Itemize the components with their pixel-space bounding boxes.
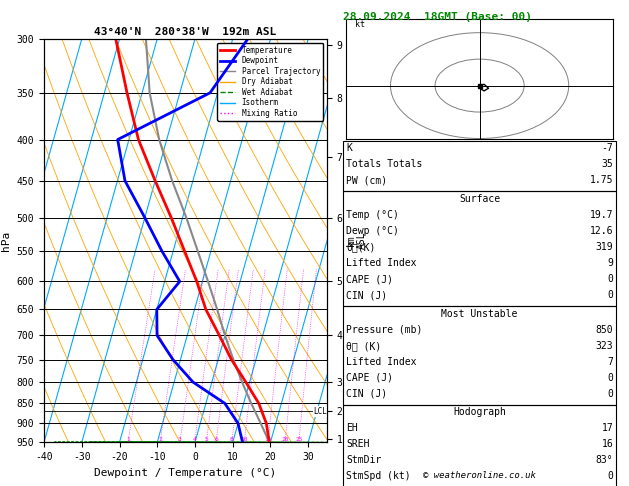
Text: 25: 25 (295, 437, 303, 442)
Text: 850: 850 (596, 325, 613, 335)
Text: EH: EH (346, 423, 358, 434)
Text: Dewp (°C): Dewp (°C) (346, 226, 399, 236)
Y-axis label: hPa: hPa (1, 230, 11, 251)
Text: SREH: SREH (346, 439, 369, 450)
Text: 3: 3 (178, 437, 182, 442)
Text: StmDir: StmDir (346, 455, 381, 466)
Text: LCL: LCL (313, 407, 327, 416)
Text: 0: 0 (608, 373, 613, 383)
Text: 16: 16 (601, 439, 613, 450)
Text: 323: 323 (596, 341, 613, 351)
Text: CAPE (J): CAPE (J) (346, 373, 393, 383)
Text: 0: 0 (608, 389, 613, 399)
Text: θᴄ (K): θᴄ (K) (346, 341, 381, 351)
Text: 17: 17 (601, 423, 613, 434)
Text: PW (cm): PW (cm) (346, 175, 387, 186)
Text: © weatheronline.co.uk: © weatheronline.co.uk (423, 471, 536, 480)
Text: 15: 15 (264, 437, 272, 442)
Text: 9: 9 (608, 258, 613, 268)
Text: Totals Totals: Totals Totals (346, 159, 422, 170)
Text: CIN (J): CIN (J) (346, 290, 387, 300)
Text: θᴄ(K): θᴄ(K) (346, 242, 376, 252)
Text: 20: 20 (281, 437, 289, 442)
Text: Hodograph: Hodograph (453, 407, 506, 417)
Text: 0: 0 (608, 274, 613, 284)
Text: 35: 35 (601, 159, 613, 170)
Text: 7: 7 (608, 357, 613, 367)
Text: kt: kt (355, 20, 365, 29)
Text: 4: 4 (192, 437, 196, 442)
Text: 1: 1 (126, 437, 130, 442)
Text: -7: -7 (601, 143, 613, 154)
Text: 1.75: 1.75 (590, 175, 613, 186)
Text: Lifted Index: Lifted Index (346, 258, 416, 268)
Text: CIN (J): CIN (J) (346, 389, 387, 399)
Text: StmSpd (kt): StmSpd (kt) (346, 471, 411, 482)
Text: 2: 2 (159, 437, 162, 442)
Text: 5: 5 (204, 437, 208, 442)
Text: 319: 319 (596, 242, 613, 252)
X-axis label: Dewpoint / Temperature (°C): Dewpoint / Temperature (°C) (94, 468, 277, 478)
Text: 0: 0 (608, 471, 613, 482)
Text: 10: 10 (240, 437, 248, 442)
Text: K: K (346, 143, 352, 154)
Text: Lifted Index: Lifted Index (346, 357, 416, 367)
Text: 12.6: 12.6 (590, 226, 613, 236)
Legend: Temperature, Dewpoint, Parcel Trajectory, Dry Adiabat, Wet Adiabat, Isotherm, Mi: Temperature, Dewpoint, Parcel Trajectory… (217, 43, 323, 121)
Text: 6: 6 (214, 437, 218, 442)
Title: 43°40'N  280°38'W  192m ASL: 43°40'N 280°38'W 192m ASL (94, 27, 277, 37)
Text: 28.09.2024  18GMT (Base: 00): 28.09.2024 18GMT (Base: 00) (343, 12, 532, 22)
Text: 19.7: 19.7 (590, 210, 613, 220)
Text: 0: 0 (608, 290, 613, 300)
Text: CAPE (J): CAPE (J) (346, 274, 393, 284)
Text: Temp (°C): Temp (°C) (346, 210, 399, 220)
Text: 8: 8 (230, 437, 233, 442)
Text: Most Unstable: Most Unstable (442, 309, 518, 319)
Text: 83°: 83° (596, 455, 613, 466)
Y-axis label: km
ASL: km ASL (345, 232, 367, 249)
Text: Pressure (mb): Pressure (mb) (346, 325, 422, 335)
Text: Surface: Surface (459, 194, 500, 204)
